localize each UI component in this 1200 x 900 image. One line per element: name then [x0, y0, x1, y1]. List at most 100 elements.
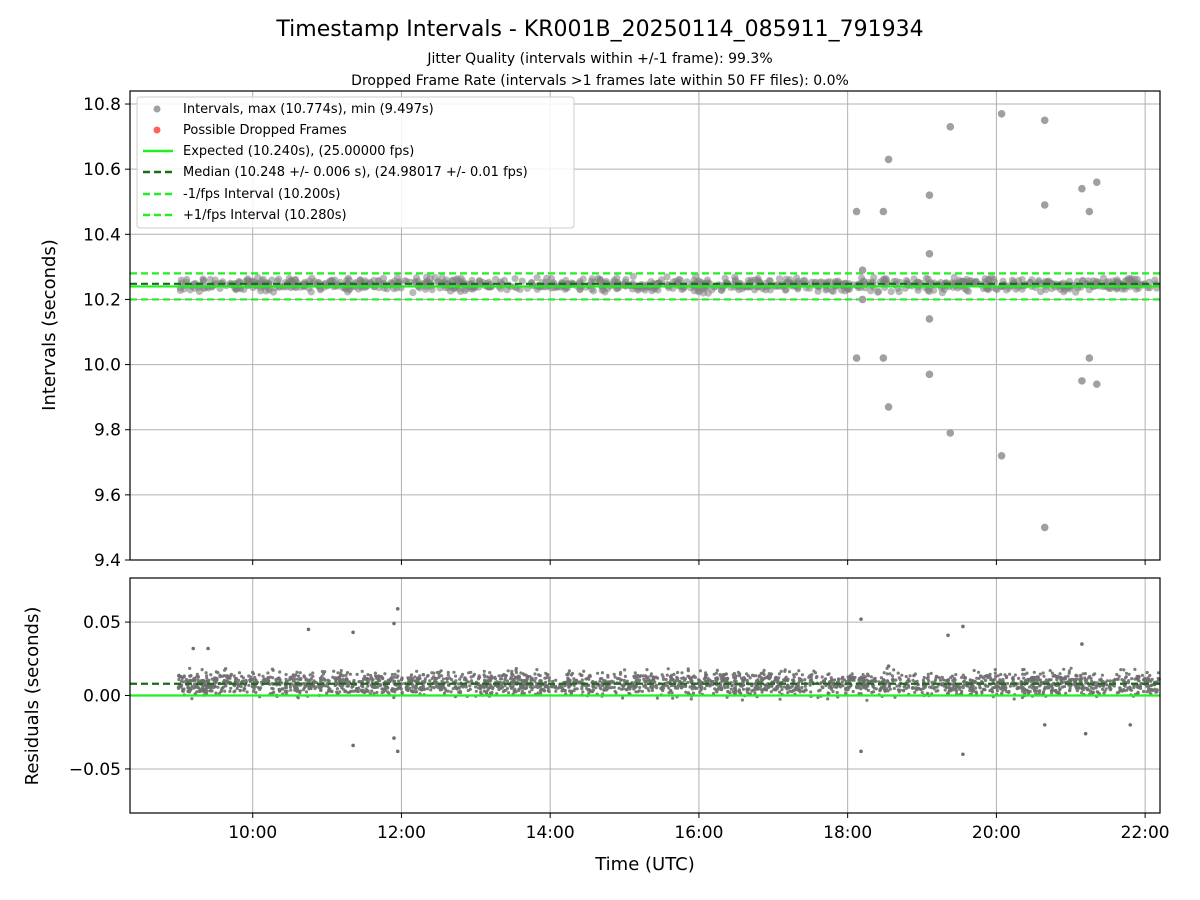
outlier-point — [946, 429, 955, 437]
interval-point — [574, 678, 578, 683]
interval-point — [762, 677, 766, 681]
interval-point — [739, 684, 744, 688]
interval-point — [780, 688, 784, 692]
residuals-outlier-points — [191, 607, 1133, 757]
interval-point — [409, 673, 414, 677]
interval-point — [897, 676, 901, 680]
interval-point — [777, 676, 781, 680]
interval-point — [348, 672, 352, 676]
interval-point — [352, 680, 356, 684]
interval-point — [621, 684, 625, 688]
interval-point — [753, 688, 757, 692]
interval-point — [293, 677, 297, 681]
residuals-reference-lines — [130, 682, 1160, 697]
interval-point — [415, 669, 419, 673]
interval-point — [672, 672, 676, 677]
interval-point — [517, 688, 521, 693]
interval-point — [291, 673, 295, 677]
interval-point — [1085, 678, 1089, 682]
outlier-point — [886, 664, 891, 668]
interval-point — [598, 286, 606, 294]
interval-point — [546, 689, 551, 693]
interval-point — [1133, 677, 1137, 681]
interval-point — [330, 690, 334, 694]
interval-point — [759, 688, 764, 692]
interval-point — [235, 686, 239, 691]
y-tick-label: 9.8 — [94, 421, 121, 441]
interval-point — [677, 679, 681, 684]
outlier-point — [1078, 184, 1086, 193]
interval-point — [578, 680, 582, 684]
interval-point — [465, 679, 469, 683]
interval-point — [753, 691, 757, 695]
interval-point — [357, 686, 361, 690]
interval-point — [1122, 688, 1126, 692]
interval-point — [483, 674, 487, 679]
intervals-y-ticks: 9.4 9.6 9.8 10.0 10.2 10.4 10.6 10.8 — [83, 95, 130, 571]
interval-point — [450, 678, 454, 682]
outlier-point — [925, 315, 934, 323]
interval-point — [176, 286, 184, 294]
interval-point — [487, 686, 492, 690]
interval-point — [396, 674, 400, 678]
interval-point — [895, 684, 899, 688]
interval-point — [816, 695, 820, 700]
interval-point — [1086, 688, 1090, 692]
interval-point — [634, 684, 638, 688]
interval-point — [188, 687, 192, 691]
interval-point — [179, 675, 183, 679]
interval-point — [413, 675, 417, 679]
interval-point — [251, 672, 256, 676]
outlier-point — [858, 295, 867, 304]
outlier-point — [392, 736, 396, 740]
interval-point — [1002, 286, 1011, 294]
interval-point — [186, 679, 190, 683]
interval-point — [233, 677, 237, 681]
interval-point — [575, 687, 579, 691]
interval-point — [870, 679, 874, 683]
interval-point — [295, 687, 299, 691]
interval-point — [882, 686, 886, 690]
interval-point — [265, 286, 273, 294]
interval-point — [187, 690, 192, 694]
interval-point — [417, 687, 421, 691]
interval-point — [1057, 690, 1061, 694]
interval-point — [724, 672, 728, 676]
interval-point — [572, 677, 576, 681]
interval-point — [1156, 671, 1160, 675]
interval-point — [468, 684, 472, 688]
interval-point — [1021, 668, 1025, 672]
interval-point — [762, 668, 766, 673]
interval-point — [732, 679, 737, 683]
interval-point — [243, 687, 247, 691]
interval-point — [599, 687, 603, 691]
interval-point — [691, 691, 696, 695]
interval-point — [1117, 690, 1121, 694]
interval-point — [684, 690, 688, 694]
interval-point — [675, 275, 683, 284]
interval-point — [237, 683, 241, 687]
interval-point — [449, 276, 457, 285]
interval-point — [1044, 678, 1048, 682]
y-tick-label: 9.6 — [94, 486, 121, 506]
interval-point — [665, 673, 669, 677]
interval-point — [913, 690, 917, 695]
interval-point — [343, 690, 347, 694]
interval-point — [791, 678, 796, 682]
interval-point — [973, 686, 978, 690]
interval-point — [885, 672, 889, 676]
interval-point — [486, 679, 490, 683]
interval-point — [512, 689, 516, 693]
interval-point — [439, 669, 443, 673]
interval-point — [445, 680, 449, 684]
interval-point — [840, 680, 844, 684]
interval-point — [1035, 689, 1039, 693]
interval-point — [939, 682, 944, 686]
interval-point — [986, 676, 990, 680]
interval-point — [566, 673, 570, 677]
outlier-point — [392, 621, 396, 626]
interval-point — [623, 668, 627, 672]
interval-point — [440, 679, 444, 684]
interval-point — [442, 691, 447, 695]
interval-point — [654, 279, 662, 288]
